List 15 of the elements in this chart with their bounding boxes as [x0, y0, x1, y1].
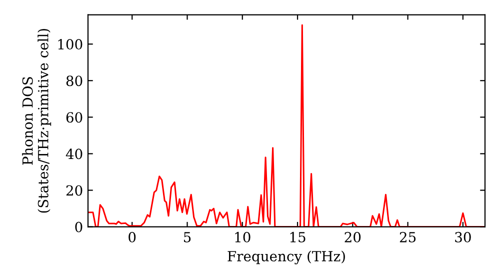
x-tick-label: 5: [184, 232, 191, 242]
x-tick-label: 25: [400, 232, 416, 242]
x-tick-label: 0: [128, 232, 136, 242]
x-axis-title: Frequency (THz): [228, 250, 345, 264]
x-tick-label: 20: [344, 232, 361, 242]
y-tick-label: 80: [66, 76, 82, 86]
y-tick-label: 20: [66, 185, 82, 196]
x-tick-label: 30: [455, 232, 471, 242]
x-tick-label: 15: [290, 232, 306, 242]
y-tick-label: 0: [75, 222, 82, 232]
y-axis-title: Phonon DOS (States/THz·primitive cell): [22, 28, 52, 213]
y-tick-label: 60: [66, 112, 82, 123]
y-tick-label: 40: [66, 148, 82, 160]
y-tick-label: 100: [58, 39, 82, 50]
x-tick-label: 10: [235, 232, 250, 242]
